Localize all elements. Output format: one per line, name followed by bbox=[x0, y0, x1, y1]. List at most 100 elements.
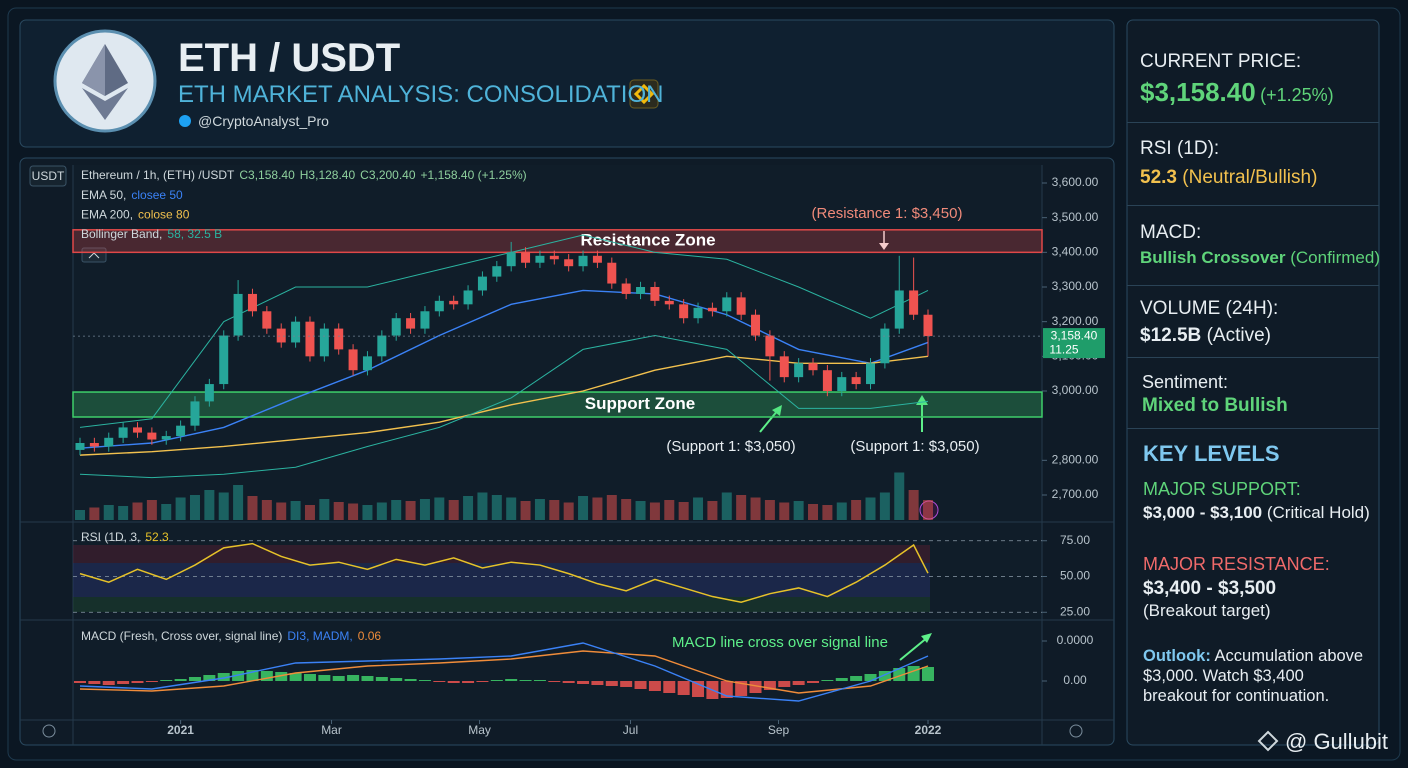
separator bbox=[1127, 205, 1379, 206]
histogram-bar bbox=[347, 675, 360, 681]
price-change: (+1.25%) bbox=[1260, 85, 1334, 105]
histogram-bar bbox=[548, 681, 561, 682]
price-label: CURRENT PRICE: bbox=[1140, 51, 1302, 72]
y-tick-label: 3,400.00 bbox=[1052, 245, 1099, 259]
settings-icon[interactable] bbox=[1069, 724, 1083, 738]
y-tick-label: 3,300.00 bbox=[1052, 279, 1099, 293]
histogram-bar bbox=[275, 672, 288, 681]
candle-body bbox=[707, 307, 717, 312]
histogram-bar bbox=[677, 681, 690, 695]
histogram-bar bbox=[605, 681, 618, 686]
histogram-bar bbox=[476, 681, 489, 682]
zone-label: Support Zone bbox=[585, 394, 695, 413]
collapse-button[interactable] bbox=[81, 247, 107, 263]
volume-bar bbox=[693, 497, 704, 520]
twitter-icon bbox=[179, 115, 191, 127]
candle-body bbox=[664, 300, 674, 305]
legend-field: H3,128.40 bbox=[300, 168, 356, 182]
candle-body bbox=[837, 377, 847, 391]
histogram-bar bbox=[735, 681, 748, 696]
volume-bar bbox=[578, 496, 589, 520]
volume-bar bbox=[793, 501, 804, 520]
volume-bar bbox=[189, 495, 200, 520]
volume-bar bbox=[865, 497, 876, 520]
histogram-bar bbox=[217, 673, 230, 681]
histogram-bar bbox=[131, 681, 144, 683]
histogram-bar bbox=[634, 681, 647, 689]
candle-body bbox=[650, 287, 660, 301]
histogram-bar bbox=[878, 671, 891, 681]
histogram-bar bbox=[145, 681, 158, 682]
volume-label: VOLUME (24H): bbox=[1140, 298, 1279, 319]
histogram-bar bbox=[332, 676, 345, 681]
sidebar-panel bbox=[1126, 19, 1380, 746]
candle-body bbox=[319, 328, 329, 357]
candle-body bbox=[564, 259, 574, 267]
separator bbox=[1127, 428, 1379, 429]
candle-body bbox=[607, 262, 617, 284]
volume-bar bbox=[606, 495, 617, 520]
volume-bar bbox=[89, 507, 100, 520]
histogram-bar bbox=[361, 676, 374, 681]
candle-body bbox=[636, 287, 646, 294]
histogram-bar bbox=[246, 670, 259, 681]
annotation-arrow bbox=[899, 636, 929, 661]
candle-body bbox=[765, 335, 775, 357]
histogram-bar bbox=[763, 681, 776, 690]
histogram-bar bbox=[418, 680, 431, 681]
legend-name: EMA 200, bbox=[81, 208, 133, 222]
histogram-bar bbox=[505, 679, 518, 681]
volume-bar bbox=[333, 502, 344, 520]
sentiment: Mixed to Bullish bbox=[1142, 395, 1288, 416]
legend-name: Bollinger Band, bbox=[81, 227, 162, 241]
resistance-label: MAJOR RESISTANCE: bbox=[1143, 554, 1330, 574]
y-tick-label: 25.00 bbox=[1060, 604, 1090, 618]
volume-bar bbox=[894, 472, 905, 520]
x-tick-label: 2021 bbox=[167, 723, 194, 737]
histogram-bar bbox=[850, 676, 863, 681]
macd-note: (Confirmed) bbox=[1290, 248, 1380, 267]
signal-line bbox=[79, 650, 929, 694]
histogram-bar bbox=[533, 680, 546, 681]
volume-bar bbox=[405, 501, 416, 520]
volume-bar bbox=[362, 505, 373, 520]
histogram-bar bbox=[232, 671, 245, 681]
volume-bar bbox=[491, 495, 502, 520]
legend-field: C3,158.40 bbox=[239, 168, 295, 182]
rsi-note: (Neutral/Bullish) bbox=[1182, 167, 1318, 188]
histogram-bar bbox=[821, 680, 834, 681]
volume-bar bbox=[218, 492, 229, 520]
volume-bar bbox=[118, 506, 129, 520]
settings-icon[interactable] bbox=[42, 724, 56, 738]
y-tick-label: 0.00 bbox=[1063, 673, 1087, 687]
volume-bar bbox=[434, 497, 445, 520]
macd-label: MACD: bbox=[1140, 222, 1202, 243]
volume-row: $12.5B (Active) bbox=[1140, 325, 1271, 347]
candle-body bbox=[506, 252, 516, 267]
zone bbox=[72, 391, 1043, 418]
candle-body bbox=[535, 255, 545, 263]
volume-bar bbox=[822, 505, 833, 520]
volume-bar bbox=[419, 499, 430, 520]
candle-body bbox=[391, 318, 401, 336]
histogram-bar bbox=[289, 673, 302, 681]
candle-body bbox=[578, 255, 588, 267]
eth-logo-left bbox=[82, 44, 105, 96]
legend-value: 0.06 bbox=[358, 629, 382, 643]
volume-bar bbox=[261, 500, 272, 520]
rsi-row: 52.3 (Neutral/Bullish) bbox=[1140, 167, 1317, 189]
band-lower bbox=[79, 335, 929, 479]
candle-body bbox=[521, 252, 531, 263]
legend-title: Ethereum / 1h, (ETH) /USDT bbox=[81, 168, 235, 182]
legend-params: 58, 32.5 B bbox=[167, 227, 222, 241]
support-note: (Critical Hold) bbox=[1266, 503, 1370, 522]
histogram-bar bbox=[663, 681, 676, 693]
candle-body bbox=[851, 377, 861, 385]
price-row: $3,158.40 (+1.25%) bbox=[1140, 77, 1334, 108]
volume-bar bbox=[132, 502, 143, 520]
volume-bar bbox=[764, 500, 775, 520]
histogram-bar bbox=[720, 681, 733, 698]
candle-body bbox=[592, 255, 602, 263]
eth-logo-bottom bbox=[82, 88, 128, 120]
histogram-bar bbox=[74, 681, 86, 683]
